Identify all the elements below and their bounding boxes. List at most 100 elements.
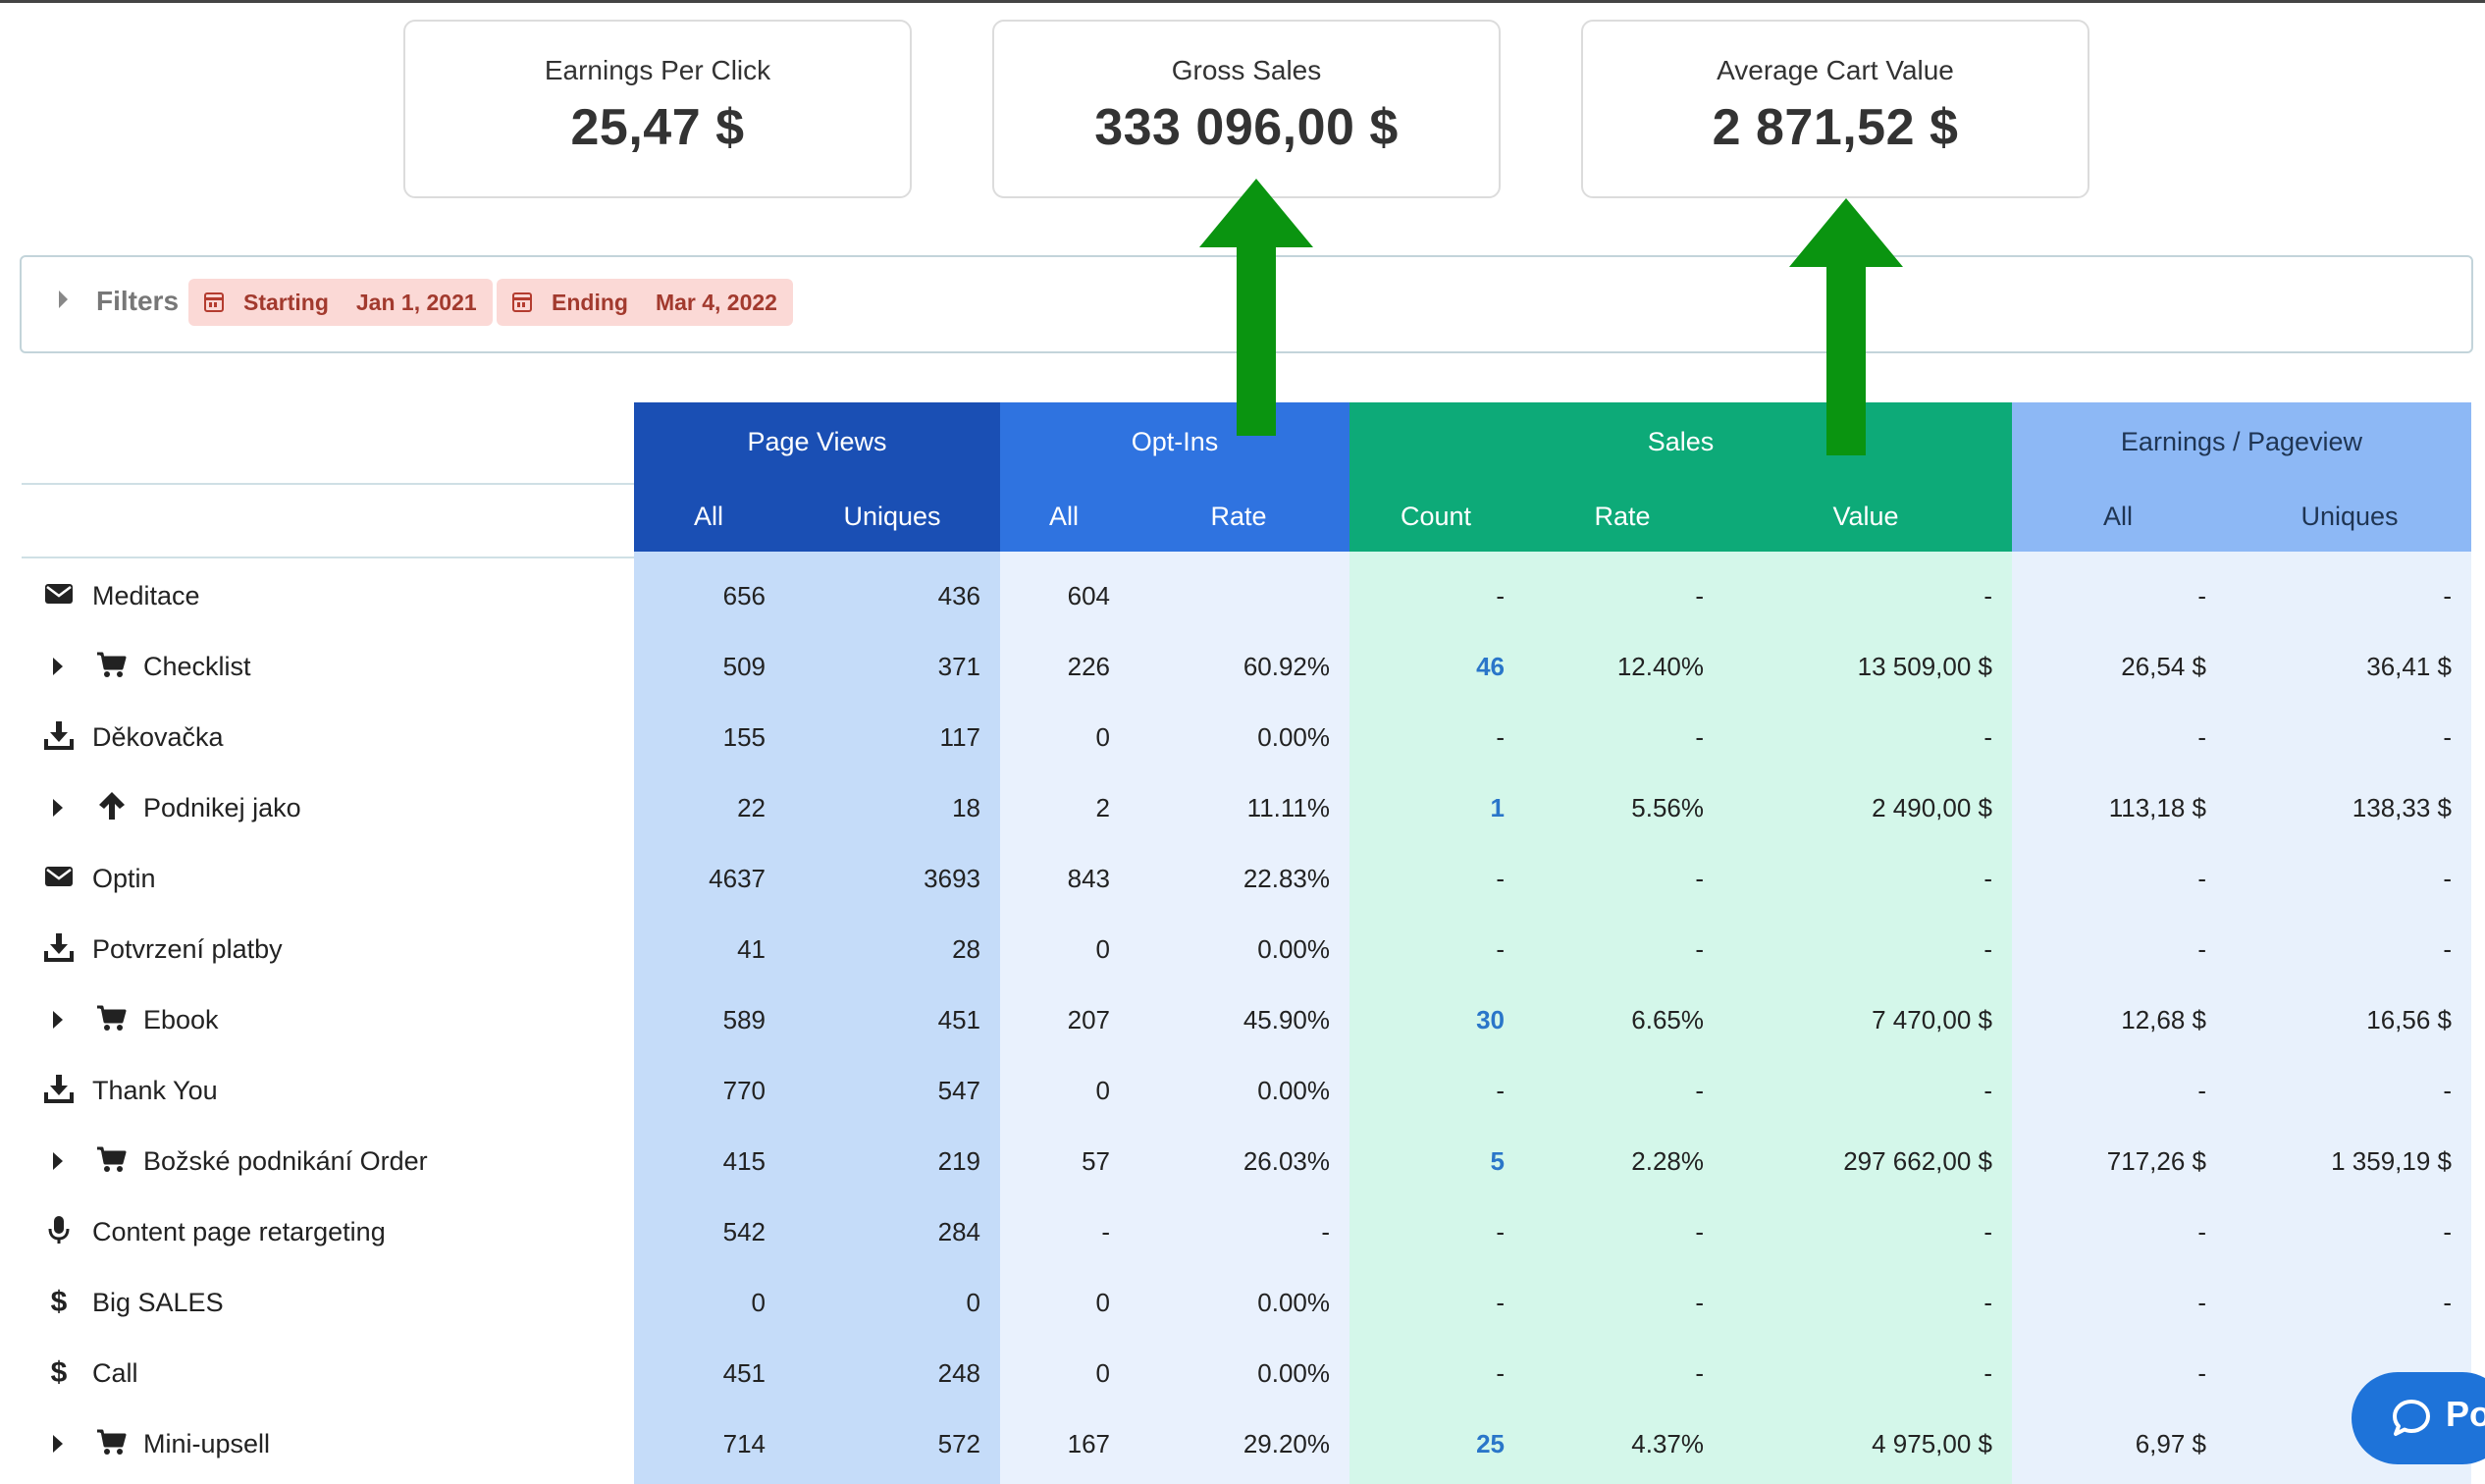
cell-pv-all: 770 <box>722 1075 766 1105</box>
cell-oi-all: 207 <box>1067 1004 1110 1034</box>
col-pv-all[interactable]: All <box>693 501 723 531</box>
cell-e-all: - <box>2197 1075 2206 1105</box>
row-name[interactable]: Thank You <box>92 1075 218 1105</box>
cart-icon <box>96 1426 128 1458</box>
cell-e-uniques: - <box>2443 580 2452 610</box>
row-expand-caret-icon[interactable] <box>53 799 63 817</box>
col-oi-rate[interactable]: Rate <box>1210 501 1267 531</box>
cell-oi-all: 0 <box>1095 1287 1110 1317</box>
cell-s-count[interactable]: 25 <box>1476 1428 1505 1458</box>
cell-s-rate: - <box>1695 933 1704 964</box>
col-earnings-uniques[interactable]: Uniques <box>2300 501 2399 531</box>
sales-column-band <box>1349 402 2012 1484</box>
starting-label: Starting <box>243 289 329 315</box>
cell-e-all: - <box>2197 1357 2206 1388</box>
cell-e-all: - <box>2197 863 2206 893</box>
cell-s-value: 297 662,00 $ <box>1843 1145 1992 1176</box>
cell-oi-rate: 0.00% <box>1257 721 1330 752</box>
cell-pv-all: 656 <box>722 580 766 610</box>
cell-oi-all: 2 <box>1095 792 1110 822</box>
kpi-value: 25,47 $ <box>570 99 745 156</box>
row-name[interactable]: Optin <box>92 863 156 893</box>
row-name[interactable]: Meditace <box>92 580 200 610</box>
cell-e-uniques: - <box>2443 1075 2452 1105</box>
row-name[interactable]: Ebook <box>143 1004 219 1034</box>
row-name[interactable]: Mini-upsell <box>143 1428 271 1458</box>
cell-s-value: - <box>1983 721 1992 752</box>
row-name[interactable]: Potvrzení platby <box>92 933 283 964</box>
ending-date-pill[interactable]: Ending Mar 4, 2022 <box>497 279 793 326</box>
cell-e-all: 717,26 $ <box>2106 1145 2206 1176</box>
envelope-icon <box>43 578 75 610</box>
cell-oi-all: 167 <box>1067 1428 1110 1458</box>
row-expand-caret-icon[interactable] <box>53 1152 63 1170</box>
cell-pv-uniques: 436 <box>937 580 980 610</box>
starting-date-pill[interactable]: Starting Jan 1, 2021 <box>188 279 493 326</box>
col-sales-rate[interactable]: Rate <box>1594 501 1651 531</box>
chat-widget-button[interactable]: Po <box>2352 1372 2485 1464</box>
cell-pv-all: 542 <box>722 1216 766 1246</box>
cell-s-count[interactable]: 5 <box>1490 1145 1505 1176</box>
cell-s-count: - <box>1496 721 1505 752</box>
cell-s-rate: - <box>1695 721 1704 752</box>
col-pv-uniques[interactable]: Uniques <box>843 501 941 531</box>
cell-s-count[interactable]: 30 <box>1476 1004 1505 1034</box>
cell-oi-all: 0 <box>1095 721 1110 752</box>
cell-e-uniques: - <box>2443 721 2452 752</box>
row-name[interactable]: Content page retargeting <box>92 1216 386 1246</box>
arrow-up-icon <box>96 790 128 822</box>
cell-s-value: 2 490,00 $ <box>1872 792 1992 822</box>
cell-oi-rate: 0.00% <box>1257 1287 1330 1317</box>
cell-oi-rate: 11.11% <box>1246 792 1330 822</box>
col-earnings-all[interactable]: All <box>2102 501 2133 531</box>
cell-s-value: - <box>1983 1075 1992 1105</box>
cell-s-count[interactable]: 1 <box>1490 792 1505 822</box>
row-name[interactable]: Checklist <box>143 651 251 681</box>
cell-s-count: - <box>1496 1216 1505 1246</box>
cell-e-all: 6,97 $ <box>2135 1428 2206 1458</box>
cell-s-rate: - <box>1695 1216 1704 1246</box>
cell-oi-all: 0 <box>1095 1357 1110 1388</box>
header-divider <box>22 556 634 558</box>
earnings-column-band <box>2012 402 2471 1484</box>
row-expand-caret-icon[interactable] <box>53 1011 63 1029</box>
cell-oi-rate: 0.00% <box>1257 1075 1330 1105</box>
header-sales: Sales <box>1349 402 2012 481</box>
svg-text:$: $ <box>51 1356 68 1387</box>
filters-toggle[interactable]: Filters <box>96 286 180 316</box>
cell-s-count[interactable]: 46 <box>1476 651 1505 681</box>
cell-pv-uniques: 572 <box>937 1428 980 1458</box>
cell-oi-rate: - <box>1321 1216 1330 1246</box>
cell-s-value: - <box>1983 580 1992 610</box>
cell-oi-all: 226 <box>1067 651 1110 681</box>
starting-date: Jan 1, 2021 <box>355 289 477 315</box>
top-border <box>0 0 2485 3</box>
cell-s-rate: 4.37% <box>1631 1428 1704 1458</box>
cell-s-value: - <box>1983 1216 1992 1246</box>
cell-e-uniques: 16,56 $ <box>2366 1004 2452 1034</box>
row-name[interactable]: Děkovačka <box>92 721 224 752</box>
green-arrow-average-cart-value <box>1789 198 1903 455</box>
row-name[interactable]: Podnikej jako <box>143 792 301 822</box>
row-name[interactable]: Call <box>92 1357 138 1388</box>
row-name[interactable]: Big SALES <box>92 1287 224 1317</box>
row-expand-caret-icon[interactable] <box>53 658 63 675</box>
cell-pv-uniques: 0 <box>966 1287 980 1317</box>
col-oi-all[interactable]: All <box>1048 501 1079 531</box>
col-sales-count[interactable]: Count <box>1400 501 1472 531</box>
dollar-icon: $ <box>43 1355 75 1389</box>
cell-pv-all: 509 <box>722 651 766 681</box>
cell-s-rate: - <box>1695 1287 1704 1317</box>
cell-s-value: - <box>1983 1357 1992 1388</box>
filters-expand-caret-icon[interactable] <box>59 291 68 308</box>
row-name[interactable]: Božské podnikání Order <box>143 1145 428 1176</box>
opt-ins-column-band <box>1000 402 1349 1484</box>
cell-oi-rate: 29.20% <box>1242 1428 1330 1458</box>
row-expand-caret-icon[interactable] <box>53 1435 63 1453</box>
cell-e-all: - <box>2197 1216 2206 1246</box>
cell-pv-all: 589 <box>722 1004 766 1034</box>
chat-bubble-icon <box>2393 1400 2430 1436</box>
col-sales-value[interactable]: Value <box>1832 501 1899 531</box>
cell-oi-all: 57 <box>1082 1145 1110 1176</box>
kpi-card-average-cart-value: Average Cart Value 2 871,52 $ <box>1581 20 2089 198</box>
